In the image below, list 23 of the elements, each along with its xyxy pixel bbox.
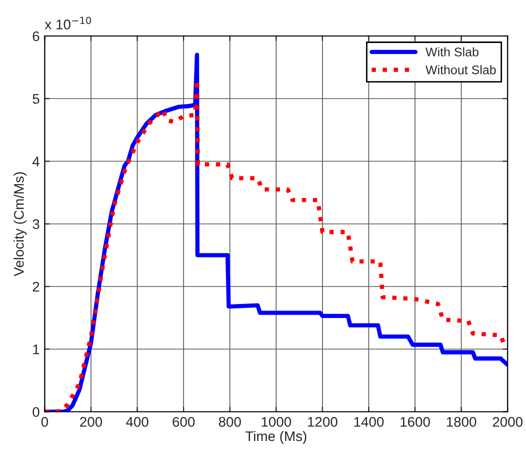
y-tick-label: 5	[32, 94, 40, 104]
legend-label: With Slab	[426, 47, 478, 56]
y-tick-label: 4	[32, 156, 40, 166]
text: x 10$^{−10}$	[44, 16, 91, 30]
x-axis-title: Time (Ms)	[245, 430, 306, 444]
legend-label: Without Slab	[426, 65, 496, 74]
x-tick-label: 1400	[354, 416, 384, 427]
y-tick-label: 0	[32, 407, 40, 417]
y-tick-label: 6	[32, 31, 40, 42]
x-tick-label: 1800	[446, 416, 476, 427]
x-tick-label: 600	[172, 416, 195, 427]
y-axis-title: Velocity (Cm/Ms)	[14, 172, 27, 276]
x-tick-label: 400	[126, 416, 148, 427]
y-tick-label: 1	[33, 344, 40, 354]
x-tick-label: 1000	[262, 416, 292, 427]
x-tick-label: 200	[80, 416, 102, 427]
y-tick-label: 3	[32, 219, 40, 230]
x-tick-label: 1600	[400, 416, 430, 427]
x-tick-label: 2000	[492, 416, 522, 427]
x-tick-label: 800	[218, 416, 241, 427]
x-tick-label: 1200	[308, 416, 338, 427]
x-tick-label: 0	[41, 416, 48, 427]
y-tick-label: 2	[32, 282, 40, 292]
